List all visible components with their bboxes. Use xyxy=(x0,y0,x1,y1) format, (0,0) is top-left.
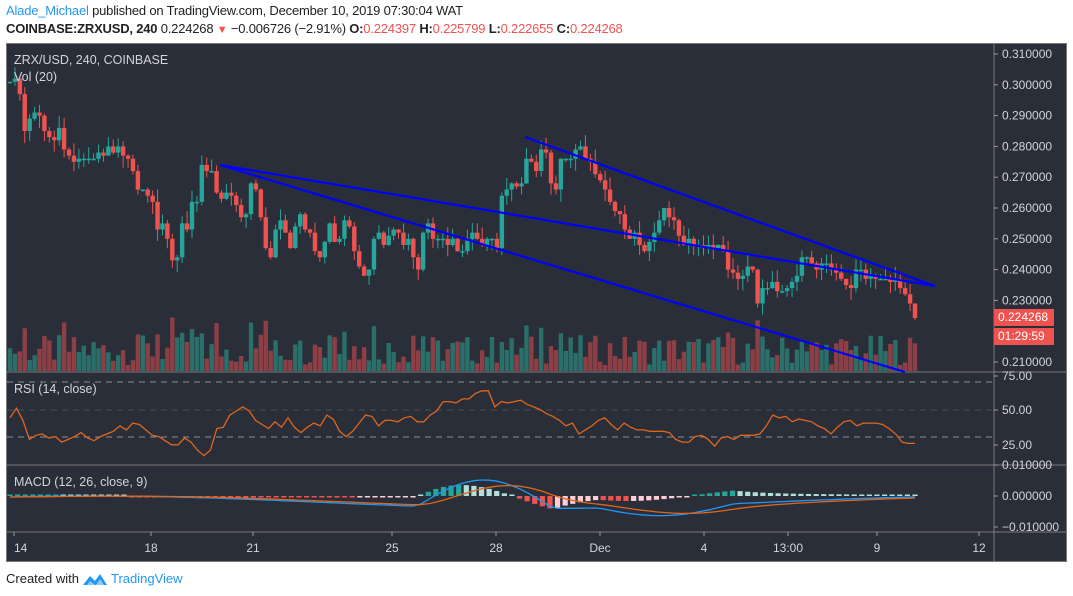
upper-trendline-left[interactable] xyxy=(219,163,936,288)
svg-text:0.240000: 0.240000 xyxy=(1002,263,1052,277)
svg-text:0.290000: 0.290000 xyxy=(1002,109,1052,123)
svg-text:−0.010000: −0.010000 xyxy=(1002,520,1059,534)
svg-text:28: 28 xyxy=(489,541,503,555)
svg-text:0.210000: 0.210000 xyxy=(1002,355,1052,369)
svg-text:4: 4 xyxy=(701,541,708,555)
svg-text:0.010000: 0.010000 xyxy=(1002,458,1052,472)
footer: Created with TradingView xyxy=(6,571,183,586)
svg-text:0.230000: 0.230000 xyxy=(1002,293,1052,307)
author-link[interactable]: Alade_Michael xyxy=(6,3,89,18)
macd-legend: MACD (12, 26, close, 9) xyxy=(14,475,148,489)
svg-text:Dec: Dec xyxy=(589,541,610,555)
rsi-legend: RSI (14, close) xyxy=(14,382,97,396)
tradingview-link[interactable]: TradingView xyxy=(110,571,183,586)
volume-bars xyxy=(7,317,918,371)
svg-text:9: 9 xyxy=(874,541,881,555)
low-value: 0.222655 xyxy=(500,21,554,36)
chart-frame[interactable] xyxy=(6,43,1067,562)
svg-text:18: 18 xyxy=(144,541,158,555)
svg-text:0.310000: 0.310000 xyxy=(1002,47,1052,61)
down-arrow-icon: ▼ xyxy=(216,24,228,36)
open-value: 0.224397 xyxy=(363,21,416,36)
svg-text:25: 25 xyxy=(385,541,399,555)
lower-trendline[interactable] xyxy=(219,163,906,374)
symbol-info: COINBASE:ZRXUSD, 240 0.224268 ▼ −0.00672… xyxy=(6,21,623,36)
upper-trendline[interactable] xyxy=(524,135,936,288)
time-axis[interactable]: 14 18 21 25 28 Dec 4 13:00 9 12 xyxy=(13,532,986,555)
price-change: −0.006726 (−2.91%) xyxy=(230,21,346,36)
close-value: 0.224268 xyxy=(569,21,623,36)
countdown-tag: 01:29:59 xyxy=(994,328,1054,345)
svg-text:0.300000: 0.300000 xyxy=(1002,78,1052,92)
svg-text:14: 14 xyxy=(14,541,28,555)
svg-text:0.000000: 0.000000 xyxy=(1002,489,1052,503)
chart-title: ZRX/USD, 240, COINBASE xyxy=(14,53,169,67)
svg-text:12: 12 xyxy=(972,541,986,555)
created-with-text: Created with xyxy=(6,571,79,586)
svg-text:25.00: 25.00 xyxy=(1002,438,1032,452)
last-price-tag: 0.224268 xyxy=(994,309,1054,326)
publish-text: published on TradingView.com, December 1… xyxy=(88,3,463,18)
open-label: O: xyxy=(349,21,364,36)
svg-text:13:00: 13:00 xyxy=(773,541,803,555)
high-value: 0.225799 xyxy=(432,21,486,36)
symbol-label: COINBASE:ZRXUSD, 240 xyxy=(6,21,158,36)
svg-text:75.00: 75.00 xyxy=(1002,369,1032,383)
svg-text:0.250000: 0.250000 xyxy=(1002,232,1052,246)
tradingview-logo-icon[interactable] xyxy=(82,572,108,586)
publish-info: Alade_Michael published on TradingView.c… xyxy=(6,3,463,18)
svg-text:0.260000: 0.260000 xyxy=(1002,201,1052,215)
signal-line xyxy=(10,484,916,515)
svg-text:50.00: 50.00 xyxy=(1002,403,1032,417)
price-axis[interactable]: 0.310000 0.300000 0.290000 0.280000 0.270000… xyxy=(994,47,1059,534)
low-label: L: xyxy=(488,21,501,36)
close-label: C: xyxy=(556,21,571,36)
volume-legend: Vol (20) xyxy=(14,70,58,84)
high-label: H: xyxy=(419,21,433,36)
svg-text:0.280000: 0.280000 xyxy=(1002,139,1052,153)
svg-text:0.270000: 0.270000 xyxy=(1002,170,1052,184)
last-price: 0.224268 xyxy=(160,21,214,36)
rsi-line xyxy=(9,390,915,457)
svg-text:21: 21 xyxy=(246,541,260,555)
candlesticks xyxy=(7,67,918,321)
